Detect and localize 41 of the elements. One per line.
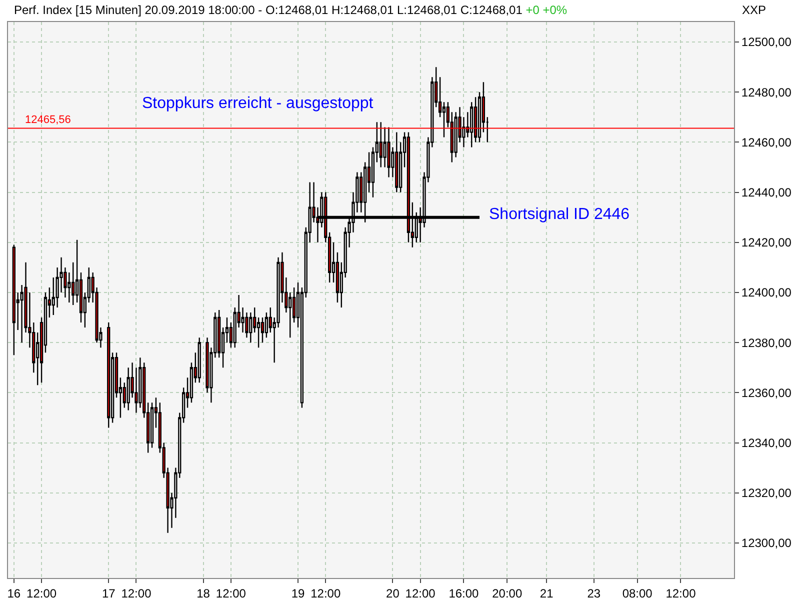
x-tick-label: 21 [540,586,554,600]
candlestick [249,312,252,344]
x-tick-label: 18 [196,586,210,600]
y-axis-title: XXP [742,3,766,17]
x-tick-label: 08:00 [622,586,653,600]
x-tick-label: 19 [291,586,306,600]
y-tick-label: 12500,00 [741,35,792,50]
candlestick [12,244,16,356]
annotation: Shortsignal ID 2446 [489,206,630,223]
y-tick-label: 12480,00 [741,85,792,100]
y-tick-label: 12420,00 [741,236,792,250]
x-tick-label: 12:00 [121,586,152,600]
x-tick-label: 16:00 [448,586,480,600]
x-tick-label: 20 [386,586,400,600]
y-tick-label: 12380,00 [741,336,792,350]
candlestick [260,316,264,344]
x-tick-label: 16 [7,586,21,600]
x-tick-label: 23 [587,586,601,600]
y-tick-label: 12300,00 [741,536,792,550]
chart-subtitle: +0 +0% [526,3,568,17]
candlestick [245,312,248,338]
x-tick-label: 20:00 [492,586,522,600]
y-tick-label: 12340,00 [741,436,792,450]
y-tick-label: 12320,00 [741,486,792,500]
x-tick-label: 12:00 [405,586,436,600]
ref-line-label: 12465,56 [25,114,71,126]
candlestick [107,322,110,428]
candlestick [198,336,201,384]
y-tick-label: 12400,00 [741,286,792,300]
x-tick-label: 17 [102,586,116,600]
x-tick-label: 12:00 [310,586,341,600]
x-tick-label: 12:00 [216,586,246,600]
chart-title: Perf. Index [15 Minuten] 20.09.2019 18:00:00 - O:12468,01 H:12468,01 L:12468,01 C:12468,01 [14,3,522,17]
candlestick [264,312,268,338]
x-tick-label: 12:00 [26,586,57,600]
annotation: Stoppkurs erreicht - ausgestoppt [142,95,374,112]
y-tick-label: 12360,00 [741,386,792,400]
y-tick-label: 12460,00 [741,135,792,150]
candlestick [395,132,398,193]
y-tick-label: 12440,00 [741,186,792,200]
x-tick-label: 12:00 [666,586,696,600]
